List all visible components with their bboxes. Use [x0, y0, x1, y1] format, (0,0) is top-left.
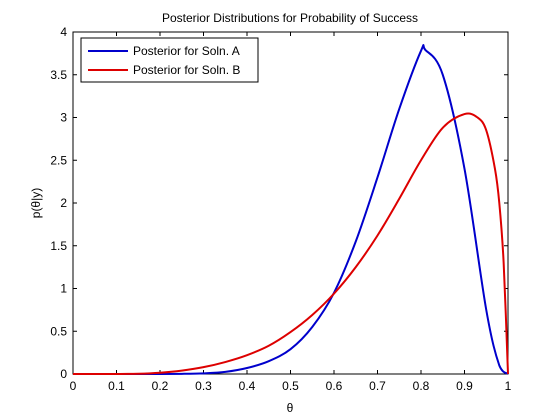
y-tick-label: 0.5	[50, 324, 67, 338]
y-tick-label: 0	[60, 367, 67, 381]
y-axis-label: p(θ|y)	[29, 188, 43, 218]
x-tick-label: 0.1	[108, 379, 125, 393]
x-tick-label: 0.8	[413, 379, 430, 393]
x-axis-label: θ	[287, 401, 294, 415]
legend-box	[80, 37, 259, 83]
series-line-soln-a	[72, 44, 509, 376]
series-line-soln-b	[72, 112, 509, 376]
x-tick-label: 0.6	[326, 379, 343, 393]
axis-ticks: 0 0.1 0.2 0.3 0.4 0.5 0.6 0.7 0.8 0.9 1 0 0.5 1 1.5 2 2.…	[50, 25, 511, 393]
y-tick-label: 3.5	[50, 68, 67, 82]
legend-label: Posterior for Soln. A	[133, 44, 240, 58]
y-tick-label: 3	[60, 111, 67, 125]
chart-title: Posterior Distributions for Probability …	[162, 11, 418, 25]
y-tick-label: 1	[60, 282, 67, 296]
x-tick-label: 1	[505, 379, 512, 393]
x-tick-label: 0	[70, 379, 77, 393]
y-tick-label: 1.5	[50, 239, 67, 253]
x-tick-label: 0.4	[239, 379, 256, 393]
legend-label: Posterior for Soln. B	[133, 63, 240, 77]
y-tick-label: 2.5	[50, 153, 67, 167]
y-tick-label: 4	[60, 25, 67, 39]
x-tick-label: 0.7	[369, 379, 386, 393]
legend: Posterior for Soln. A Posterior for Soln.…	[80, 37, 259, 83]
x-tick-label: 0.3	[195, 379, 212, 393]
plot-area	[72, 31, 509, 375]
series-group	[72, 44, 509, 376]
x-tick-label: 0.9	[456, 379, 473, 393]
x-tick-label: 0.5	[282, 379, 299, 393]
x-tick-label: 0.2	[152, 379, 169, 393]
y-tick-label: 2	[60, 196, 67, 210]
